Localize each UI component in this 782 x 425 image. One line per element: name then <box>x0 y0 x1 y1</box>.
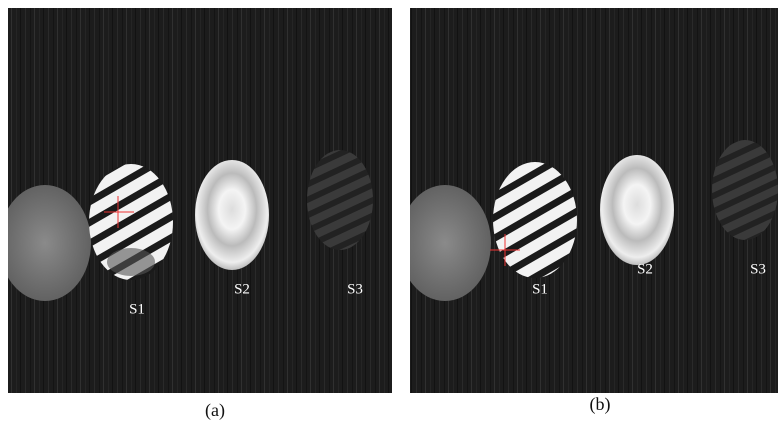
sample-label: S1 <box>129 301 145 317</box>
caption: (a) <box>205 400 225 421</box>
sample-label: S2 <box>234 281 250 297</box>
panel-a <box>0 8 392 393</box>
caption: (b) <box>590 394 611 415</box>
sample-label: S3 <box>750 261 766 277</box>
sample-label: S2 <box>637 261 653 277</box>
sample-label: S3 <box>347 281 363 297</box>
panel-b <box>399 8 778 393</box>
sample-label: S1 <box>532 281 548 297</box>
figure: S1 S2 S3 S1 S2 S3 (a) (b) <box>0 0 782 425</box>
